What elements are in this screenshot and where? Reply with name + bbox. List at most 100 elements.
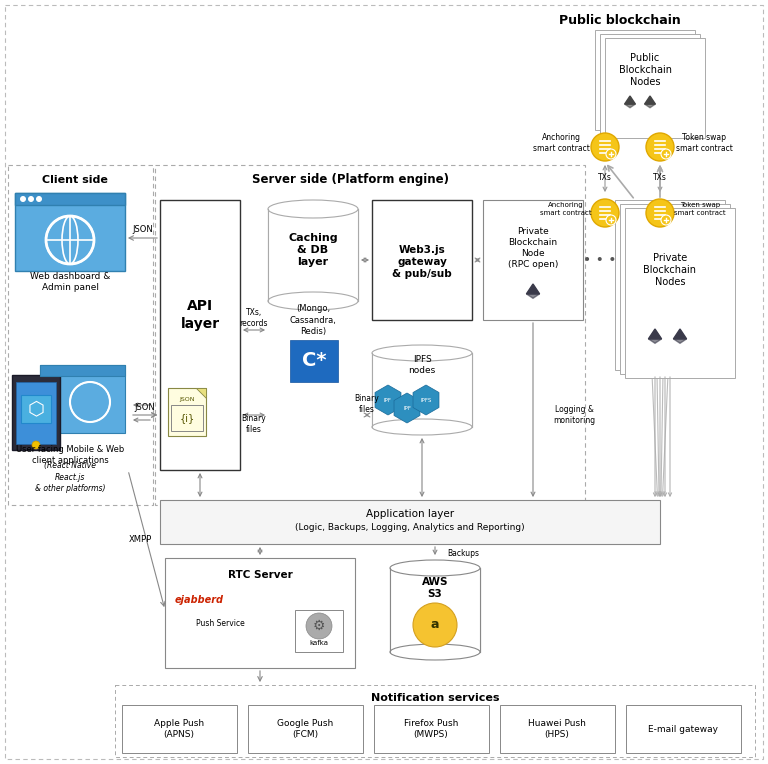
- Text: Apple Push
(APNS): Apple Push (APNS): [154, 719, 204, 739]
- Text: IPF: IPF: [403, 406, 411, 410]
- Bar: [290, 340, 338, 382]
- Text: Web3.js
gateway
& pub/sub: Web3.js gateway & pub/sub: [392, 244, 452, 280]
- Text: Private
Blockchain
Nodes: Private Blockchain Nodes: [644, 253, 697, 287]
- Polygon shape: [674, 329, 687, 339]
- Bar: [122, 705, 237, 753]
- Text: TXs: TXs: [653, 173, 667, 183]
- Text: Application layer: Application layer: [366, 509, 454, 519]
- Bar: [115, 685, 755, 757]
- Text: ejabberd: ejabberd: [175, 595, 224, 605]
- Text: IPFS
nodes: IPFS nodes: [409, 355, 435, 375]
- Bar: [15, 193, 125, 271]
- Polygon shape: [644, 96, 655, 104]
- Text: AWS
S3: AWS S3: [422, 577, 449, 599]
- Text: Private
Blockchain
Node
(RPC open): Private Blockchain Node (RPC open): [508, 227, 558, 269]
- Text: API
layer: API layer: [180, 299, 220, 331]
- Text: Logging &
monitoring: Logging & monitoring: [553, 405, 595, 425]
- Text: Public
Blockchain
Nodes: Public Blockchain Nodes: [618, 53, 671, 87]
- Polygon shape: [648, 329, 661, 339]
- Circle shape: [413, 603, 457, 647]
- Circle shape: [606, 149, 616, 159]
- Bar: [372, 200, 472, 320]
- Circle shape: [591, 133, 619, 161]
- Bar: [171, 405, 203, 431]
- Circle shape: [661, 149, 671, 159]
- Bar: [12, 375, 60, 450]
- Bar: [165, 558, 355, 668]
- Text: TXs: TXs: [598, 173, 612, 183]
- Text: ⚙: ⚙: [313, 619, 326, 633]
- Bar: [160, 500, 660, 544]
- Circle shape: [20, 196, 26, 202]
- Bar: [605, 38, 705, 138]
- Bar: [160, 200, 240, 470]
- Polygon shape: [674, 339, 687, 343]
- Ellipse shape: [372, 345, 472, 361]
- Circle shape: [28, 196, 34, 202]
- Text: Google Push
(FCM): Google Push (FCM): [277, 719, 333, 739]
- Text: C*: C*: [302, 351, 326, 371]
- Text: {i}: {i}: [180, 413, 194, 423]
- Bar: [620, 204, 730, 374]
- Bar: [390, 568, 480, 652]
- Text: Binary
files: Binary files: [242, 414, 266, 434]
- Bar: [268, 209, 358, 301]
- Bar: [626, 705, 741, 753]
- Text: Firefox Push
(MWPS): Firefox Push (MWPS): [404, 719, 458, 739]
- Circle shape: [606, 215, 616, 225]
- Bar: [615, 200, 725, 370]
- Polygon shape: [648, 339, 661, 343]
- Ellipse shape: [372, 419, 472, 435]
- Text: Token swap
smart contract: Token swap smart contract: [674, 202, 726, 215]
- Bar: [155, 165, 585, 505]
- Circle shape: [32, 441, 40, 449]
- Text: ⬡: ⬡: [28, 400, 45, 419]
- Circle shape: [46, 216, 94, 264]
- Text: Anchoring
smart contract: Anchoring smart contract: [533, 133, 590, 153]
- Text: TXs,
records: TXs, records: [240, 308, 268, 328]
- Bar: [500, 705, 615, 753]
- Text: IPF: IPF: [384, 397, 392, 403]
- Circle shape: [646, 199, 674, 227]
- Text: XMPP: XMPP: [128, 536, 151, 545]
- Bar: [16, 382, 56, 444]
- Bar: [390, 568, 480, 652]
- Text: • • •: • • •: [583, 253, 617, 267]
- Bar: [600, 34, 700, 134]
- Text: JSON: JSON: [134, 403, 155, 412]
- Bar: [248, 705, 363, 753]
- Bar: [483, 200, 583, 320]
- Text: IPFS: IPFS: [420, 397, 432, 403]
- Text: RTC Server: RTC Server: [227, 570, 293, 580]
- Bar: [372, 353, 472, 427]
- Text: Caching
& DB
layer: Caching & DB layer: [288, 232, 338, 267]
- Text: Anchoring
smart contract: Anchoring smart contract: [541, 202, 592, 215]
- Bar: [268, 209, 358, 301]
- Circle shape: [36, 196, 42, 202]
- Text: Web dashboard &
Admin panel: Web dashboard & Admin panel: [30, 272, 110, 292]
- Polygon shape: [526, 284, 540, 294]
- Ellipse shape: [268, 292, 358, 310]
- Circle shape: [661, 215, 671, 225]
- Polygon shape: [526, 294, 540, 298]
- Bar: [15, 193, 125, 205]
- Ellipse shape: [390, 644, 480, 660]
- Text: (Logic, Backups, Logging, Analytics and Reporting): (Logic, Backups, Logging, Analytics and …: [295, 523, 525, 532]
- Polygon shape: [644, 104, 655, 108]
- Text: Huawei Push
(HPS): Huawei Push (HPS): [528, 719, 586, 739]
- Circle shape: [306, 613, 332, 639]
- Text: (React Native
React.js
& other platforms): (React Native React.js & other platforms…: [35, 461, 105, 493]
- Text: Server side (Platform engine): Server side (Platform engine): [251, 173, 449, 186]
- Text: Backups: Backups: [447, 549, 479, 558]
- Bar: [595, 30, 695, 130]
- Text: kafka: kafka: [310, 640, 329, 646]
- Polygon shape: [624, 96, 635, 104]
- Text: (Mongo,
Cassandra,
Redis): (Mongo, Cassandra, Redis): [290, 304, 336, 335]
- Polygon shape: [196, 388, 206, 398]
- Text: a: a: [431, 619, 439, 632]
- Bar: [21, 395, 51, 423]
- Bar: [168, 388, 206, 436]
- Ellipse shape: [390, 560, 480, 576]
- Text: Binary
files: Binary files: [355, 394, 379, 414]
- Ellipse shape: [268, 200, 358, 218]
